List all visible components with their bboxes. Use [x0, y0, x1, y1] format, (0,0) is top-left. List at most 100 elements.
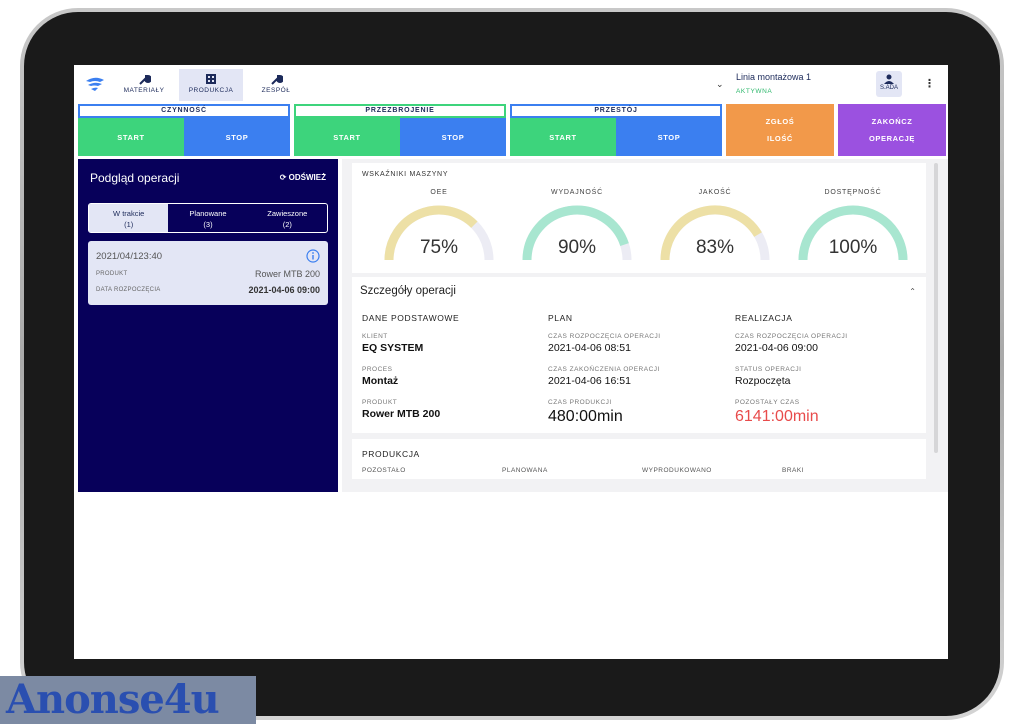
- info-icon[interactable]: [306, 249, 320, 263]
- real-start-value: 2021-04-06 09:00: [735, 342, 818, 354]
- finish-operation-line1: ZAKOŃCZ: [871, 117, 913, 126]
- gauge-arc: [660, 205, 770, 261]
- operation-tabs: W trakcie (1) Planowane (3) Zawieszone (2): [88, 203, 328, 233]
- collapse-caret-icon[interactable]: ⌃: [909, 287, 916, 296]
- app-screen: MATERIAŁY PRODUKCJA ZESPÓŁ ⌄ Linia monta…: [74, 65, 948, 659]
- refresh-icon: ⟳: [279, 173, 289, 182]
- gauge-label: WYDAJNOŚĆ: [551, 189, 603, 196]
- wrench-icon: [139, 75, 151, 85]
- machine-kpi-box: WSKAŹNIKI MASZYNY OEE 75% WYDAJNOŚĆ 90% JAKO…: [352, 163, 926, 273]
- kpi-title: WSKAŹNIKI MASZYNY: [362, 171, 449, 178]
- plan-end-key: CZAS ZAKOŃCZENIA OPERACJI: [548, 366, 660, 373]
- downtime-stop-button[interactable]: STOP: [616, 118, 722, 156]
- tab-in-progress-label: W trakcie: [113, 209, 145, 218]
- operation-id: 2021/04/123:40: [96, 251, 163, 262]
- tab-suspended[interactable]: Zawieszone (2): [248, 204, 327, 232]
- plan-prod-key: CZAS PRODUKCJI: [548, 399, 612, 406]
- process-value: Montaż: [362, 375, 399, 387]
- gauge-fill: [384, 205, 478, 261]
- production-box: PRODUKCJA POZOSTAŁO PLANOWANA WYPRODUKOW…: [352, 439, 926, 479]
- plan-start-value: 2021-04-06 08:51: [548, 342, 631, 354]
- downtime-start-button[interactable]: START: [510, 118, 616, 156]
- gauge-value: 100%: [828, 237, 878, 258]
- nav-materials[interactable]: MATERIAŁY: [118, 69, 170, 101]
- finish-operation-button[interactable]: ZAKOŃCZ OPERACJĘ: [838, 104, 946, 156]
- gauge-1: OEE 75%: [379, 189, 499, 269]
- report-quantity-line1: ZGŁOŚ: [765, 117, 795, 126]
- changeover-title: PRZEZBROJENIE: [294, 104, 506, 118]
- details-panel: WSKAŹNIKI MASZYNY OEE 75% WYDAJNOŚĆ 90% JAKO…: [342, 159, 948, 492]
- gauge-2: WYDAJNOŚĆ 90%: [517, 189, 637, 269]
- app-logo-icon[interactable]: [84, 75, 106, 93]
- tab-suspended-label: Zawieszone: [267, 209, 308, 218]
- tab-planned[interactable]: Planowane (3): [168, 204, 247, 232]
- nav-production[interactable]: PRODUKCJA: [179, 69, 243, 101]
- gauge-label: OEE: [430, 189, 448, 196]
- line-name: Linia montażowa 1: [736, 72, 812, 82]
- report-quantity-line2: ILOŚĆ: [767, 134, 793, 143]
- user-icon: [884, 74, 894, 84]
- activity-start-button[interactable]: START: [78, 118, 184, 156]
- gauge-fill: [798, 205, 908, 261]
- plan-start-key: CZAS ROZPOCZĘCIA OPERACJI: [548, 333, 661, 340]
- process-key: PROCES: [362, 366, 393, 373]
- production-col-defects: BRAKI: [782, 467, 805, 474]
- changeover-start-button[interactable]: START: [294, 118, 400, 156]
- line-status: AKTYWNA: [736, 88, 773, 95]
- product-value: Rower MTB 200: [362, 408, 441, 420]
- card-start-value: 2021-04-06 09:00: [248, 285, 320, 295]
- more-menu-icon[interactable]: ⋮: [924, 78, 935, 90]
- downtime-title: PRZESTÓJ: [510, 104, 722, 118]
- gauge-arc: [384, 205, 494, 261]
- product-key: PRODUKT: [362, 399, 398, 406]
- gauge-4: DOSTĘPNOŚĆ 100%: [793, 189, 913, 269]
- card-start-key: DATA ROZPOCZĘCIA: [96, 287, 161, 293]
- gauge-value: 75%: [419, 237, 459, 258]
- realization-header: REALIZACJA: [735, 313, 793, 323]
- refresh-button[interactable]: ⟳ ODŚWIEŻ: [280, 173, 326, 182]
- remaining-value: 6141:00min: [735, 408, 819, 425]
- client-key: KLIENT: [362, 333, 388, 340]
- grid-icon: [206, 74, 216, 84]
- real-start-key: CZAS ROZPOCZĘCIA OPERACJI: [735, 333, 848, 340]
- user-label: S.ADA: [879, 85, 898, 91]
- refresh-label: ODŚWIEŻ: [288, 173, 326, 182]
- production-title: PRODUKCJA: [362, 449, 420, 459]
- card-product-value: Rower MTB 200: [254, 269, 320, 279]
- gauge-fill: [660, 205, 762, 261]
- tab-suspended-count: (2): [282, 220, 292, 229]
- gauge-3: JAKOŚĆ 83%: [655, 189, 775, 269]
- production-col-produced: WYPRODUKOWANO: [642, 467, 712, 474]
- activity-group: CZYNNOŚĆ START STOP: [78, 104, 290, 156]
- card-product-key: PRODUKT: [96, 271, 128, 277]
- plan-end-value: 2021-04-06 16:51: [548, 375, 631, 387]
- operations-preview-panel: Podgląd operacji ⟳ ODŚWIEŻ W trakcie (1) …: [78, 159, 338, 492]
- nav-production-label: PRODUKCJA: [188, 87, 234, 94]
- activity-title: CZYNNOŚĆ: [78, 104, 290, 118]
- top-bar: MATERIAŁY PRODUKCJA ZESPÓŁ ⌄ Linia monta…: [74, 65, 948, 103]
- nav-team-label: ZESPÓŁ: [261, 87, 291, 94]
- tab-in-progress-count: (1): [124, 220, 134, 229]
- nav-team[interactable]: ZESPÓŁ: [250, 69, 302, 101]
- downtime-group: PRZESTÓJ START STOP: [510, 104, 722, 156]
- nav-materials-label: MATERIAŁY: [123, 87, 165, 94]
- operations-preview-title: Podgląd operacji: [90, 171, 180, 185]
- tab-planned-count: (3): [203, 220, 213, 229]
- report-quantity-button[interactable]: ZGŁOŚ ILOŚĆ: [726, 104, 834, 156]
- line-selector[interactable]: ⌄ Linia montażowa 1 AKTYWNA: [706, 67, 866, 99]
- tools-icon: [271, 75, 283, 85]
- production-col-remaining: POZOSTAŁO: [362, 467, 406, 474]
- changeover-stop-button[interactable]: STOP: [400, 118, 506, 156]
- tab-in-progress[interactable]: W trakcie (1): [89, 204, 169, 232]
- status-value: Rozpoczęta: [735, 375, 791, 387]
- basic-data-header: DANE PODSTAWOWE: [362, 313, 460, 323]
- details-scrollbar[interactable]: [934, 163, 938, 453]
- status-key: STATUS OPERACJI: [735, 366, 802, 373]
- operation-details: Szczegóły operacji ⌃ DANE PODSTAWOWE KLI…: [352, 277, 926, 433]
- client-value: EQ SYSTEM: [362, 342, 424, 354]
- chevron-down-icon: ⌄: [716, 79, 724, 89]
- user-button[interactable]: S.ADA: [876, 71, 902, 97]
- operation-card[interactable]: 2021/04/123:40 PRODUKT Rower MTB 200 DAT…: [88, 241, 328, 305]
- activity-stop-button[interactable]: STOP: [184, 118, 290, 156]
- gauge-arc: [522, 205, 632, 261]
